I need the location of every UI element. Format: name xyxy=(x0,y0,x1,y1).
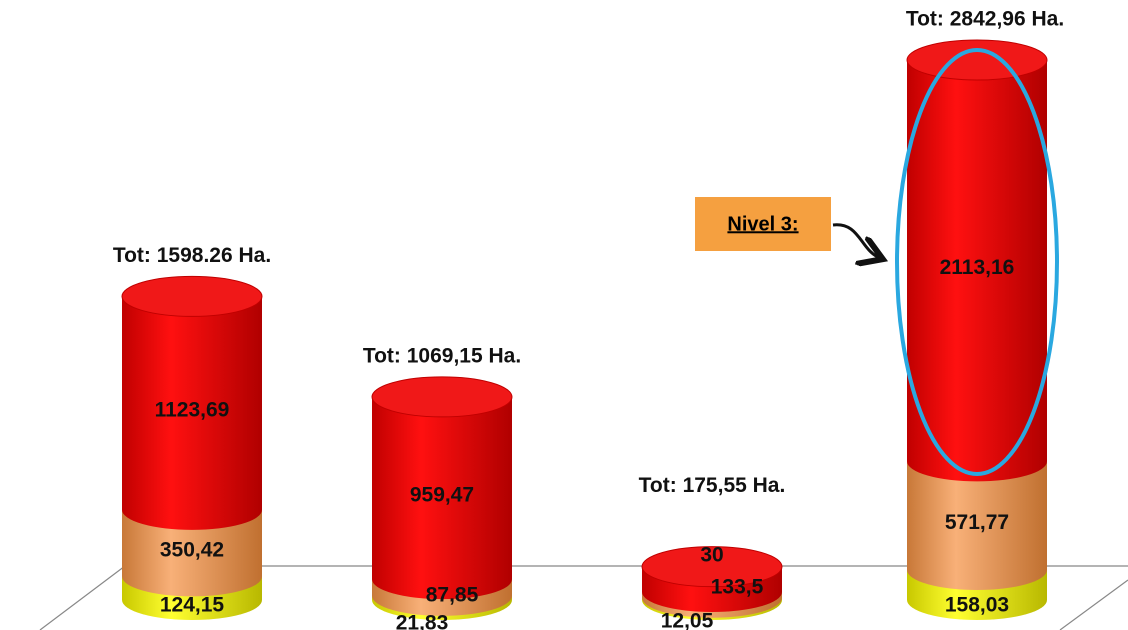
bar-segment xyxy=(122,509,262,597)
bar-top xyxy=(121,275,263,317)
bar-segment xyxy=(122,296,262,530)
total-label: Tot: 1598.26 Ha. xyxy=(113,244,271,267)
value-label: 133,5 xyxy=(711,576,764,599)
value-label: 30 xyxy=(700,544,723,567)
bar-top xyxy=(371,376,513,418)
total-label: Tot: 175,55 Ha. xyxy=(639,474,786,497)
value-label: 1123,69 xyxy=(155,399,230,422)
total-label: Tot: 2842,96 Ha. xyxy=(906,8,1064,31)
value-label: 158,03 xyxy=(945,594,1009,617)
value-label: 350,42 xyxy=(160,539,224,562)
bar-top xyxy=(641,546,783,588)
bar-top xyxy=(906,39,1048,81)
value-label: 959,47 xyxy=(410,484,474,507)
value-label: 12,05 xyxy=(661,610,714,630)
callout-box xyxy=(695,197,831,251)
value-label: 571,77 xyxy=(945,511,1009,534)
value-label: 124,15 xyxy=(160,594,225,617)
callout-arrow xyxy=(832,223,880,258)
bar-segment xyxy=(372,396,512,600)
total-label: Tot: 1069,15 Ha. xyxy=(363,344,521,367)
value-label: 87,85 xyxy=(426,584,479,607)
bar-segment xyxy=(907,461,1047,590)
cylinders xyxy=(121,39,1048,620)
highlight-ellipse xyxy=(895,48,1059,476)
value-label: 2113,16 xyxy=(940,256,1015,279)
bar-segment xyxy=(907,60,1047,482)
callout-label: Nivel 3: xyxy=(727,213,798,235)
value-label: 21,83 xyxy=(396,612,449,630)
